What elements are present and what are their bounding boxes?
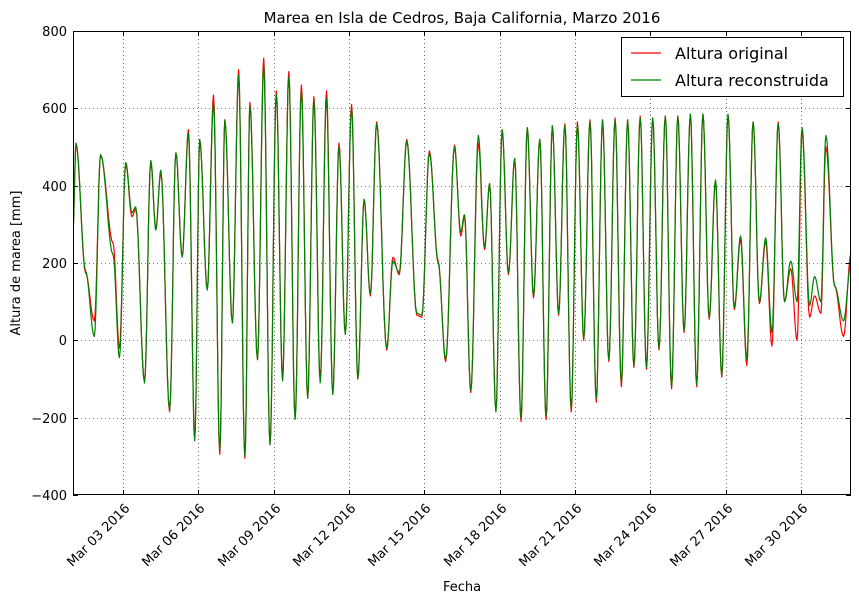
y-tick-label: 800 — [42, 25, 67, 40]
series-line-reconstructed — [73, 65, 851, 457]
chart-title: Marea en Isla de Cedros, Baja California… — [264, 9, 661, 27]
x-axis-label: Fecha — [443, 580, 481, 595]
data-lines — [73, 57, 851, 459]
y-tick-label: −200 — [31, 412, 67, 427]
y-tick-label: 0 — [59, 334, 67, 349]
legend-label-original: Altura original — [675, 44, 788, 63]
y-tick-label: 600 — [42, 102, 67, 117]
legend-box — [621, 37, 844, 97]
y-tick-label: −400 — [31, 489, 67, 504]
grid-lines — [73, 31, 851, 495]
y-tick-label: 400 — [42, 180, 67, 195]
y-tick-label: 200 — [42, 257, 67, 272]
y-axis-label: Altura de marea [mm] — [9, 191, 24, 336]
legend: Altura original Altura reconstruida — [621, 37, 844, 97]
legend-label-reconstructed: Altura reconstruida — [675, 71, 829, 90]
